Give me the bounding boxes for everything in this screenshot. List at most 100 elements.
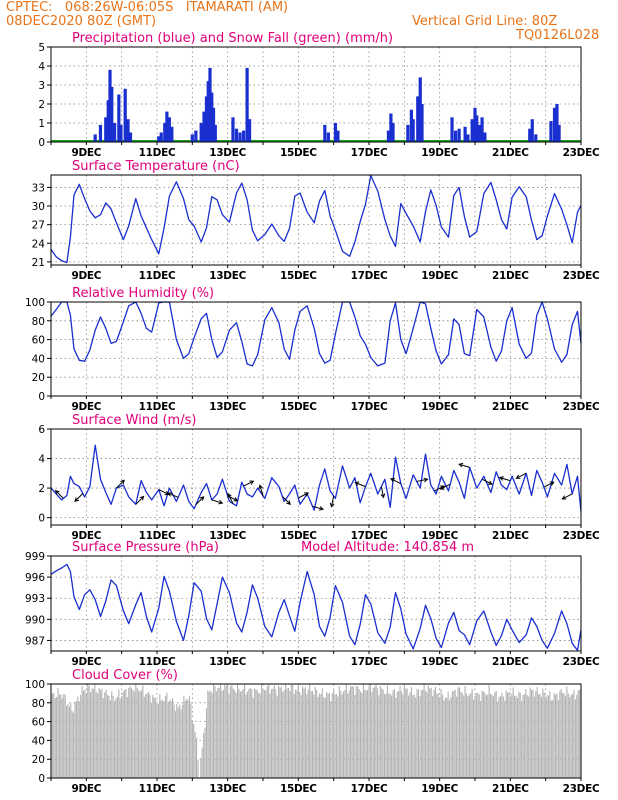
cloud-bar bbox=[177, 707, 179, 778]
cloud-bar bbox=[82, 690, 85, 778]
precip-bar bbox=[108, 69, 112, 142]
cloud-bar bbox=[81, 685, 83, 778]
cloud-bar bbox=[307, 689, 309, 778]
cloud-bar bbox=[400, 691, 403, 778]
pressure-xtick-label: 23DEC bbox=[563, 656, 600, 668]
precip-bar bbox=[480, 117, 484, 142]
cloud-bar bbox=[333, 690, 335, 778]
cloud-bar bbox=[574, 699, 576, 778]
cloud-bar bbox=[521, 701, 523, 778]
cloud-bar bbox=[269, 693, 271, 778]
cloud-bar bbox=[456, 696, 458, 778]
cloud-bar bbox=[311, 690, 314, 778]
cloud-bar bbox=[242, 689, 244, 778]
cloud-bar bbox=[447, 691, 449, 778]
cloud-bar bbox=[229, 686, 232, 778]
cloud-bar bbox=[256, 690, 258, 778]
cloud-bar bbox=[275, 689, 277, 778]
precip-xtick-label: 11DEC bbox=[139, 147, 176, 159]
cloud-chart: Cloud Cover (%) 0 20 40 60 80 100 9DEC 11DEC 13DE… bbox=[25, 668, 600, 795]
cloud-bar bbox=[340, 690, 342, 778]
cloud-bar bbox=[406, 688, 408, 778]
cloud-bar bbox=[276, 695, 278, 778]
cloud-bar bbox=[310, 691, 312, 778]
cloud-xtick-label: 17DEC bbox=[351, 783, 388, 795]
pressure-series-line bbox=[50, 563, 582, 651]
cloud-bar bbox=[429, 688, 431, 778]
temp-title: Surface Temperature (nC) bbox=[72, 159, 240, 174]
temp-xtick-label: 13DEC bbox=[209, 270, 246, 282]
cloud-bar bbox=[450, 697, 452, 778]
cloud-bar bbox=[184, 700, 186, 778]
cloud-bar bbox=[170, 701, 172, 778]
cloud-bar bbox=[458, 687, 461, 778]
pressure-xtick-label: 19DEC bbox=[421, 656, 458, 668]
cloud-bar bbox=[577, 690, 579, 778]
cloud-bar bbox=[497, 701, 499, 778]
cloud-bar bbox=[239, 691, 241, 778]
cloud-bar bbox=[237, 684, 239, 778]
cloud-bar bbox=[218, 687, 220, 778]
cloud-bar bbox=[519, 692, 521, 778]
cloud-bar bbox=[364, 689, 366, 778]
precip-bar bbox=[409, 109, 413, 142]
cloud-bar bbox=[523, 694, 526, 778]
precip-bar bbox=[211, 107, 216, 142]
cloud-bar bbox=[208, 691, 210, 778]
precip-bar bbox=[336, 130, 340, 142]
wind-arrow bbox=[416, 477, 429, 483]
cloud-bar bbox=[245, 694, 247, 778]
cloud-bar bbox=[306, 694, 308, 778]
cloud-bar bbox=[345, 684, 347, 778]
cloud-bar bbox=[481, 690, 483, 778]
cloud-bar bbox=[477, 692, 479, 778]
wind-arrow bbox=[116, 479, 125, 489]
cloud-bar bbox=[303, 688, 305, 778]
cloud-bar bbox=[224, 684, 226, 778]
rh-chart: Relative Humidity (%) 0 20 40 60 80 100 9DEC 11D… bbox=[25, 286, 600, 413]
cloud-bar bbox=[181, 704, 183, 778]
cloud-bar bbox=[410, 686, 412, 778]
rh-xtick-label: 21DEC bbox=[492, 401, 529, 413]
cloud-ytick-label: 40 bbox=[32, 735, 45, 747]
precip-bar bbox=[106, 100, 110, 142]
cloud-xtick-label: 11DEC bbox=[139, 783, 176, 795]
cloud-bar bbox=[316, 689, 318, 778]
precip-bar bbox=[475, 115, 479, 142]
cloud-xtick-label: 13DEC bbox=[209, 783, 246, 795]
cloud-bar bbox=[514, 696, 516, 778]
cloud-bar bbox=[512, 687, 514, 778]
cloud-bar bbox=[287, 687, 289, 778]
cloud-bar bbox=[114, 701, 116, 778]
cloud-bar bbox=[491, 694, 493, 778]
cloud-bar bbox=[391, 695, 393, 778]
temp-xtick-label: 15DEC bbox=[280, 270, 317, 282]
cloud-bar bbox=[395, 697, 397, 778]
cloud-bar bbox=[235, 692, 237, 778]
wind-arrow bbox=[380, 486, 386, 499]
cloud-bar bbox=[160, 700, 162, 778]
cloud-xtick-label: 21DEC bbox=[492, 783, 529, 795]
rh-title: Relative Humidity (%) bbox=[72, 286, 214, 301]
precip-bar bbox=[245, 67, 249, 142]
wind-arrow bbox=[195, 496, 205, 506]
cloud-bar bbox=[495, 690, 497, 778]
cloud-bar bbox=[285, 684, 287, 778]
cloud-bar bbox=[78, 701, 80, 778]
precip-bar bbox=[128, 132, 133, 142]
header-location: CPTEC: 068:26W-06:05S ITAMARATI (AM) bbox=[6, 0, 289, 15]
cloud-bar bbox=[501, 692, 503, 778]
rh-xtick-label: 13DEC bbox=[209, 401, 246, 413]
cloud-bar bbox=[359, 691, 362, 778]
wind-arrow bbox=[458, 462, 470, 468]
cloud-bar bbox=[432, 696, 434, 778]
cloud-bar bbox=[518, 691, 520, 778]
pressure-chart: Surface Pressure (hPa) 987 990 993 996 999 9DE… bbox=[25, 540, 600, 668]
cloud-bar bbox=[547, 695, 550, 778]
wind-arrow bbox=[258, 484, 264, 496]
cloud-bar bbox=[571, 694, 574, 778]
cloud-bar bbox=[412, 695, 414, 778]
cloud-bar bbox=[162, 700, 164, 778]
cloud-bar bbox=[355, 685, 357, 778]
cloud-bar bbox=[444, 697, 446, 778]
